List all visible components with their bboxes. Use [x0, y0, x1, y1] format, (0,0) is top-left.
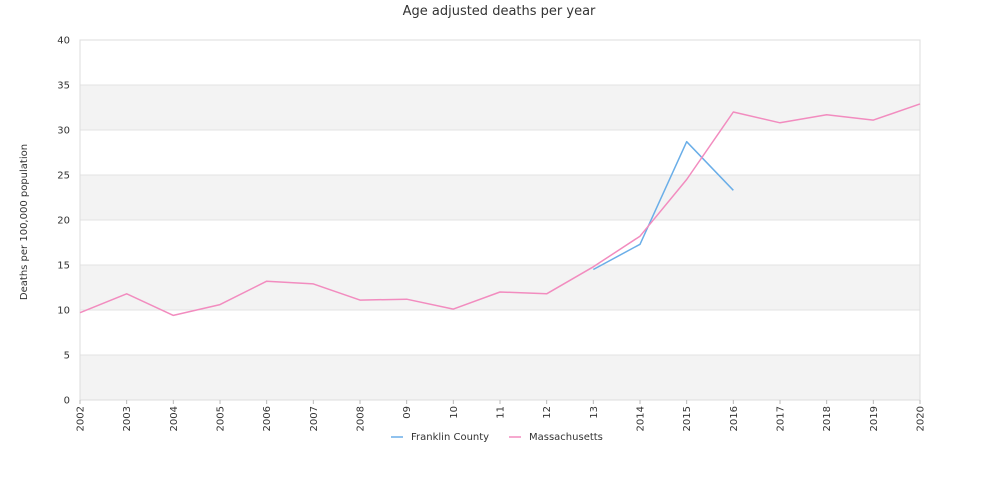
- x-tick-label: 2008: [356, 406, 367, 431]
- grid-band: [80, 40, 920, 85]
- y-tick-label: 15: [57, 261, 70, 272]
- x-tick-label: 2015: [682, 406, 693, 431]
- y-tick-label: 30: [57, 126, 70, 137]
- grid-band: [80, 355, 920, 400]
- x-tick-label: 09: [402, 406, 413, 419]
- x-tick-label: 2019: [869, 406, 880, 431]
- series-line-franklin-county: [592, 140, 734, 271]
- x-tick-label: 2004: [169, 406, 180, 431]
- y-tick-label: 40: [57, 36, 70, 47]
- x-tick-label: 10: [449, 406, 460, 419]
- x-tick-label: 2005: [216, 406, 227, 431]
- y-tick-label: 0: [64, 396, 70, 407]
- grid-band: [80, 130, 920, 175]
- y-tick-label: 25: [57, 171, 70, 182]
- chart-title: Age adjusted deaths per year: [403, 4, 596, 19]
- x-tick-label: 2017: [776, 406, 787, 431]
- y-axis-ticks: 0 5 10 15 20 25 30 35 40: [57, 36, 70, 407]
- x-tick-label: 2002: [76, 406, 87, 431]
- x-tick-label: 2020: [916, 406, 927, 431]
- grid-band: [80, 265, 920, 310]
- legend-label-massachusetts: Massachusetts: [529, 432, 603, 443]
- x-tick-label: 2003: [122, 406, 133, 431]
- x-tick-label: 13: [589, 406, 600, 419]
- legend: Franklin County Massachusetts: [391, 432, 603, 443]
- y-axis-label: Deaths per 100,000 population: [19, 144, 30, 300]
- x-tick-label: 11: [496, 406, 507, 419]
- series-lines: [79, 103, 921, 317]
- x-tick-label: 12: [542, 406, 553, 419]
- grid-band: [80, 310, 920, 355]
- y-tick-label: 35: [57, 81, 70, 92]
- y-tick-label: 5: [64, 351, 70, 362]
- y-tick-label: 20: [57, 216, 70, 227]
- grid-band: [80, 175, 920, 220]
- x-tick-label: 2006: [262, 406, 273, 431]
- legend-label-franklin-county: Franklin County: [411, 432, 489, 443]
- grid-band: [80, 220, 920, 265]
- grid-bands: [80, 40, 920, 400]
- x-axis-ticks: 2002 2003 2004 2005 2006 2007 2008 09 10 11 12 13 20…: [76, 400, 927, 431]
- series-line-massachusetts: [79, 103, 921, 317]
- grid-band: [80, 85, 920, 130]
- x-tick-label: 2014: [636, 406, 647, 431]
- x-tick-label: 2018: [822, 406, 833, 431]
- x-tick-label: 2016: [729, 406, 740, 431]
- y-tick-label: 10: [57, 306, 70, 317]
- x-tick-label: 2007: [309, 406, 320, 431]
